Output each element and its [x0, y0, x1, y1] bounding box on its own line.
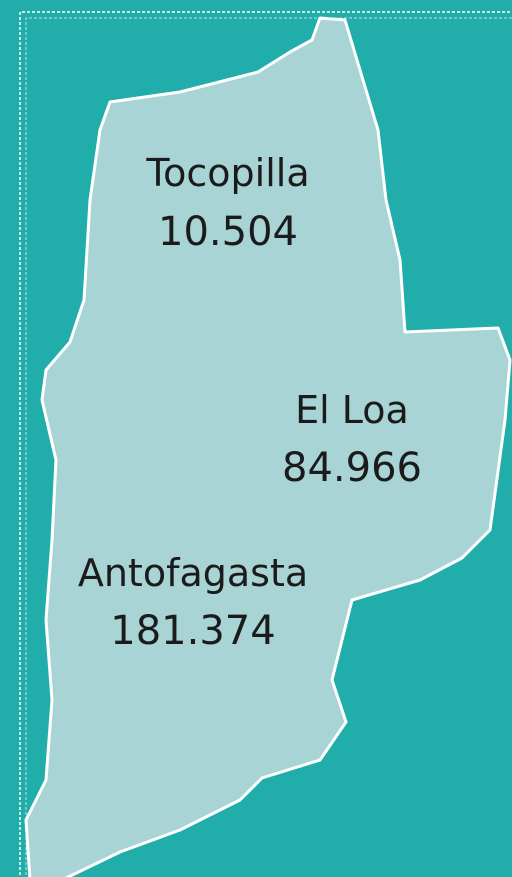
frame-inner	[25, 17, 512, 877]
region-value: 84.966	[282, 445, 422, 491]
region-name: Tocopilla	[145, 151, 309, 195]
region-name: Antofagasta	[78, 551, 308, 595]
frame	[19, 11, 512, 877]
region-name: El Loa	[295, 388, 409, 432]
region-value: 181.374	[110, 608, 275, 654]
region-shape	[24, 16, 512, 877]
region-value: 10.504	[158, 209, 298, 255]
